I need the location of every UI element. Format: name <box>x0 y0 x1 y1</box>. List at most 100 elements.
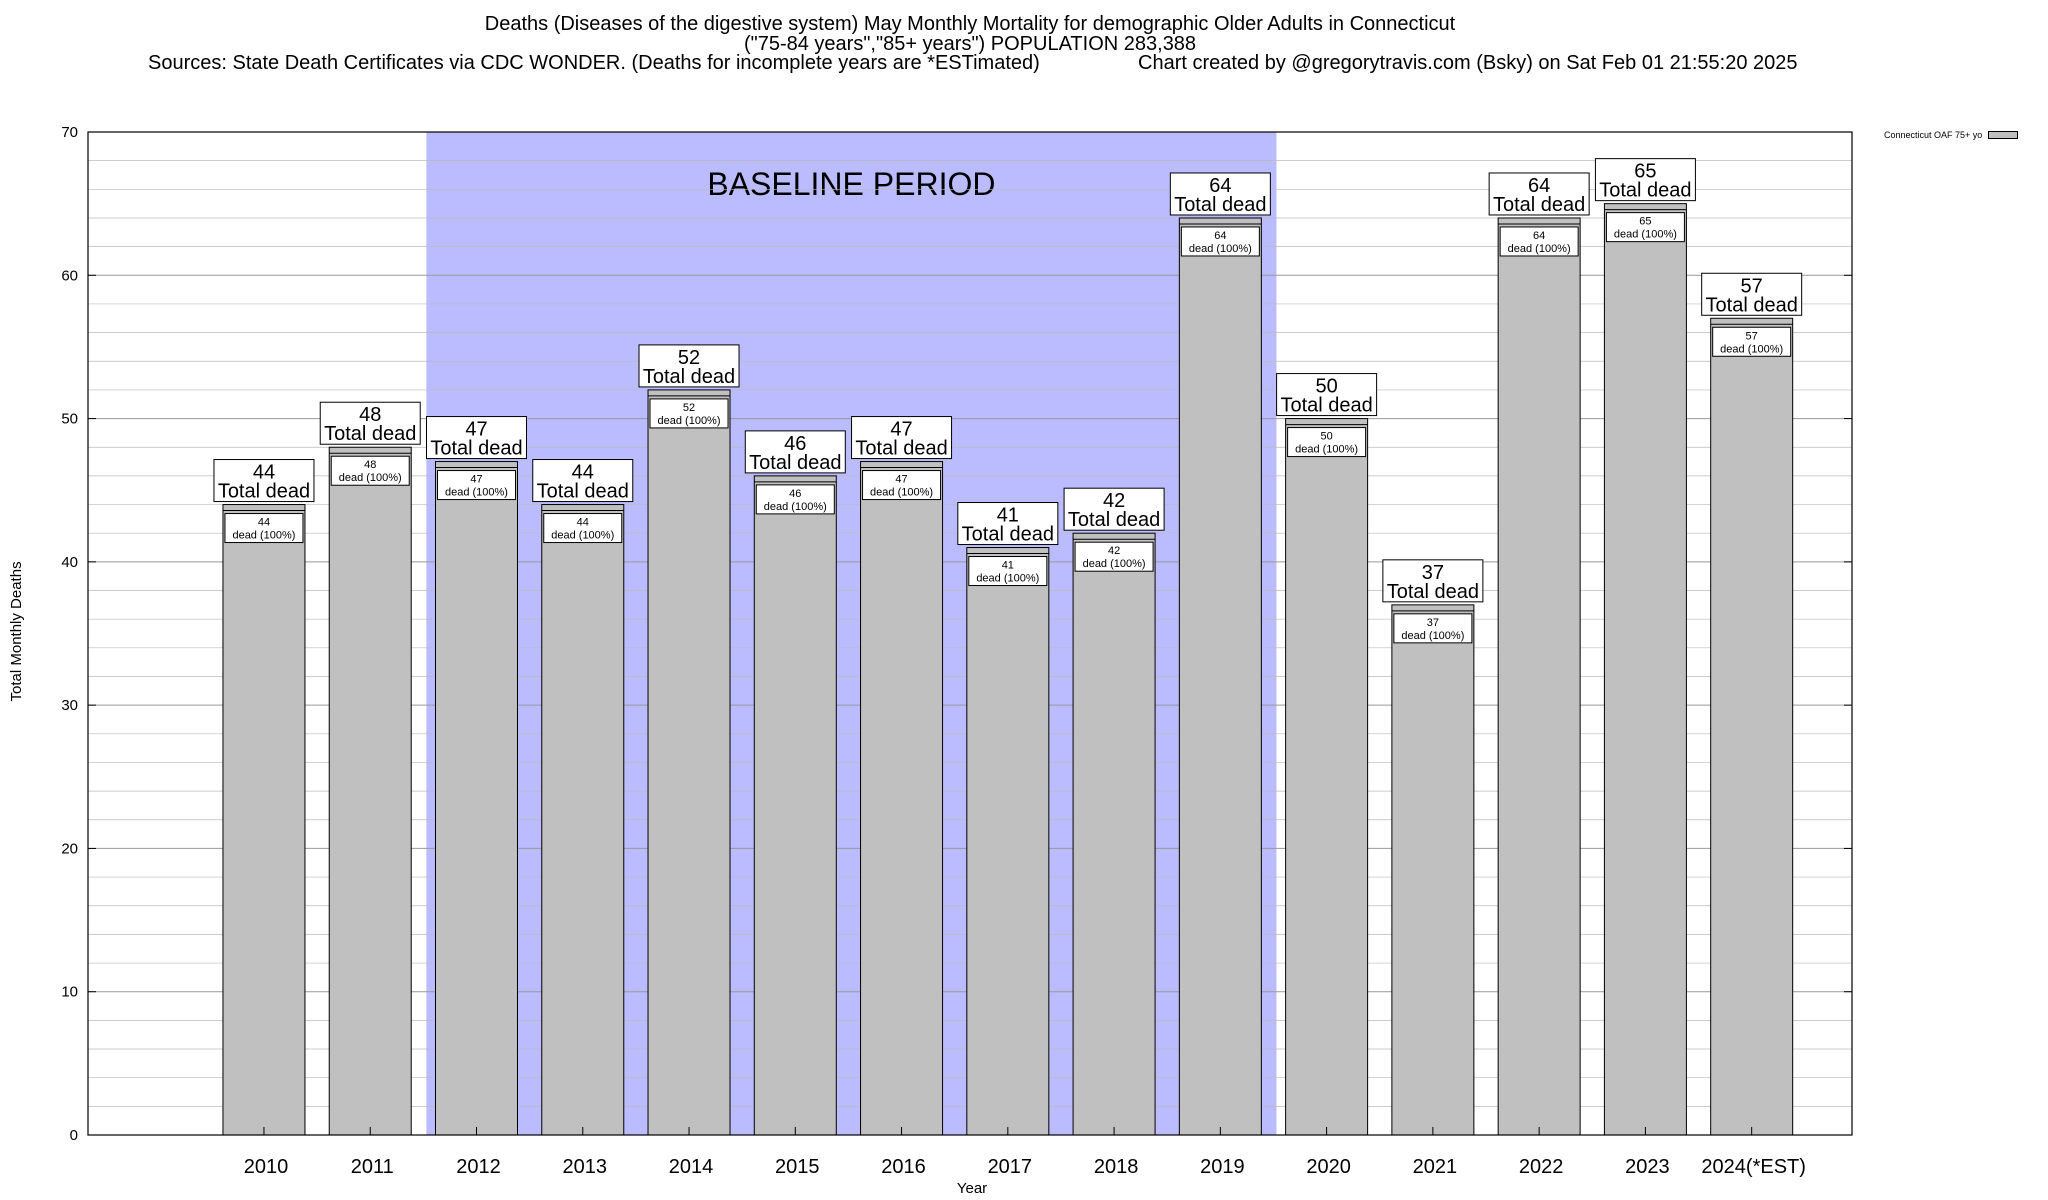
x-tick-label: 2024(*EST) <box>1701 1156 1806 1178</box>
inner-dead-label: dead (100%) <box>1295 444 1358 456</box>
bar <box>647 389 731 1136</box>
total-value-label: 64 <box>1209 175 1231 197</box>
bar <box>1285 418 1369 1136</box>
inner-value-label: 52 <box>683 402 695 414</box>
inner-value-label: 42 <box>1108 545 1120 557</box>
total-label-box <box>319 401 421 445</box>
inner-label-box <box>1180 226 1260 257</box>
y-tick-label: 40 <box>61 554 78 571</box>
title-line-2: ("75-84 years","85+ years") POPULATION 2… <box>743 33 1197 55</box>
bar <box>1497 217 1581 1136</box>
x-tick-label: 2019 <box>1200 1156 1245 1178</box>
inner-dead-label: dead (100%) <box>1083 558 1146 570</box>
y-tick-label: 0 <box>70 1127 78 1144</box>
inner-dead-label: dead (100%) <box>1401 630 1464 642</box>
inner-label-box <box>755 484 835 515</box>
total-dead-label: Total dead <box>1387 581 1479 603</box>
inner-value-label: 47 <box>895 474 907 486</box>
total-dead-label: Total dead <box>1599 180 1691 202</box>
inner-label-box <box>330 455 410 486</box>
inner-label-box <box>1712 326 1792 357</box>
total-dead-label: Total dead <box>218 481 310 503</box>
total-label-box <box>744 430 846 474</box>
title-line-1: Deaths (Diseases of the digestive system… <box>484 13 1456 35</box>
total-value-label: 50 <box>1315 376 1337 398</box>
inner-dead-label: dead (100%) <box>1189 243 1252 255</box>
sources-note: Sources: State Death Certificates via CD… <box>148 52 1040 74</box>
total-value-label: 37 <box>1422 562 1444 584</box>
y-axis-label: Total Monthly Deaths <box>8 561 25 702</box>
x-tick-label: 2012 <box>456 1156 501 1178</box>
total-value-label: 41 <box>997 505 1019 527</box>
x-tick-label: 2022 <box>1519 1156 1564 1178</box>
bar <box>966 547 1050 1136</box>
inner-value-label: 50 <box>1320 431 1332 443</box>
total-value-label: 52 <box>678 347 700 369</box>
total-value-label: 65 <box>1634 161 1656 183</box>
total-dead-label: Total dead <box>643 366 735 388</box>
total-dead-label: Total dead <box>1493 194 1585 216</box>
total-dead-label: Total dead <box>1280 395 1372 417</box>
inner-label-box <box>543 513 623 544</box>
inner-value-label: 48 <box>364 459 376 471</box>
y-tick-label: 10 <box>61 984 78 1001</box>
legend: Connecticut OAF 75+ yo <box>1884 130 2019 140</box>
x-axis-label: Year <box>956 1180 988 1197</box>
inner-dead-label: dead (100%) <box>232 530 295 542</box>
inner-label-box <box>1074 541 1154 572</box>
y-tick-label: 50 <box>61 411 78 428</box>
total-dead-label: Total dead <box>537 481 629 503</box>
total-value-label: 57 <box>1741 275 1763 297</box>
x-tick-label: 2016 <box>881 1156 926 1178</box>
total-label-box <box>1594 158 1696 202</box>
chart-credit: Chart created by @gregorytravis.com (Bsk… <box>1138 52 1798 74</box>
inner-label-box <box>968 556 1048 587</box>
total-value-label: 47 <box>465 419 487 441</box>
total-label-box <box>1701 272 1803 316</box>
total-label-box <box>425 416 527 460</box>
y-tick-label: 20 <box>61 840 78 857</box>
total-label-box <box>1488 172 1590 216</box>
chart-title: Deaths (Diseases of the digestive system… <box>0 14 1940 54</box>
inner-dead-label: dead (100%) <box>1614 229 1677 241</box>
inner-label-box <box>649 398 729 429</box>
bar <box>1391 604 1475 1136</box>
total-dead-label: Total dead <box>1068 509 1160 531</box>
inner-label-box <box>1605 212 1685 243</box>
total-label-box <box>532 459 634 503</box>
total-label-box <box>1382 559 1484 603</box>
total-dead-label: Total dead <box>324 423 416 445</box>
total-value-label: 46 <box>784 433 806 455</box>
inner-dead-label: dead (100%) <box>445 487 508 499</box>
total-value-label: 44 <box>572 462 594 484</box>
total-dead-label: Total dead <box>1174 194 1266 216</box>
total-dead-label: Total dead <box>962 524 1054 546</box>
inner-value-label: 47 <box>470 474 482 486</box>
x-tick-label: 2011 <box>351 1156 394 1178</box>
x-tick-label: 2020 <box>1306 1156 1351 1178</box>
inner-value-label: 64 <box>1533 230 1545 242</box>
total-dead-label: Total dead <box>1706 294 1798 316</box>
x-tick-label: 2013 <box>563 1156 608 1178</box>
bar <box>1178 217 1262 1136</box>
inner-value-label: 41 <box>1002 560 1014 572</box>
total-label-box <box>1063 487 1165 531</box>
total-label-box <box>638 344 740 388</box>
total-label-box <box>1169 172 1271 216</box>
total-value-label: 42 <box>1103 490 1125 512</box>
total-value-label: 47 <box>890 419 912 441</box>
baseline-label: BASELINE PERIOD <box>707 166 995 202</box>
total-dead-label: Total dead <box>855 438 947 460</box>
x-tick-label: 2017 <box>988 1156 1033 1178</box>
bar <box>1072 532 1156 1136</box>
x-tick-label: 2023 <box>1625 1156 1670 1178</box>
y-tick-label: 60 <box>61 267 78 284</box>
legend-swatch <box>1988 131 2019 139</box>
inner-dead-label: dead (100%) <box>764 501 827 513</box>
bar <box>1710 317 1794 1136</box>
inner-dead-label: dead (100%) <box>1720 343 1783 355</box>
inner-dead-label: dead (100%) <box>870 487 933 499</box>
inner-dead-label: dead (100%) <box>551 530 614 542</box>
x-tick-label: 2018 <box>1094 1156 1139 1178</box>
